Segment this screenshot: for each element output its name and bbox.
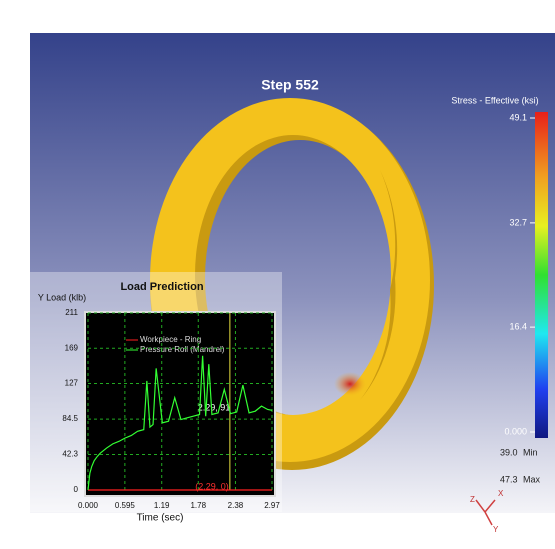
color-tick-label: 49.1: [509, 112, 527, 122]
x-tick-label: 2.97: [264, 501, 280, 510]
y-tick-label: 211: [65, 308, 78, 317]
legend-entry: Workpiece - Ring: [140, 335, 201, 344]
y-tick-label: 0: [74, 485, 79, 494]
y-tick-label: 169: [65, 343, 79, 352]
y-tick-label: 42.3: [62, 450, 78, 459]
x-tick-label: 0.000: [78, 501, 99, 510]
step-title: Step 552: [261, 77, 319, 93]
x-tick-label: 1.78: [190, 501, 206, 510]
x-tick-label: 1.19: [154, 501, 170, 510]
hot-spot: [334, 372, 366, 396]
triad-label: X: [498, 489, 504, 498]
triad-label: Y: [493, 525, 499, 534]
screenshot: Step 552 Stress - Effective (ksi) Load P…: [0, 0, 555, 544]
color-tick-label: 32.7: [509, 217, 527, 227]
color-tick-label: 16.4: [509, 321, 527, 331]
y-axis-label: Y Load (klb): [38, 292, 86, 302]
triad-label: Z: [470, 495, 475, 504]
min-value: 39.0: [500, 447, 518, 457]
x-tick-label: 0.595: [115, 501, 136, 510]
y-tick-label: 127: [65, 379, 79, 388]
annotation: 2.29, 91: [198, 402, 231, 412]
legend-entry: Pressure Roll (Mandrel): [140, 345, 225, 354]
max-value: 47.3: [500, 474, 518, 484]
min-label: Min: [523, 447, 538, 457]
legend-title: Stress - Effective (ksi): [451, 95, 538, 105]
max-label: Max: [523, 474, 541, 484]
color-tick-label: 0.000: [504, 426, 527, 436]
x-axis-label: Time (sec): [137, 513, 184, 524]
x-tick-label: 2.38: [228, 501, 244, 510]
y-tick-label: 84.5: [62, 414, 78, 423]
chart-title: Load Prediction: [120, 281, 203, 293]
color-bar: [535, 112, 548, 438]
